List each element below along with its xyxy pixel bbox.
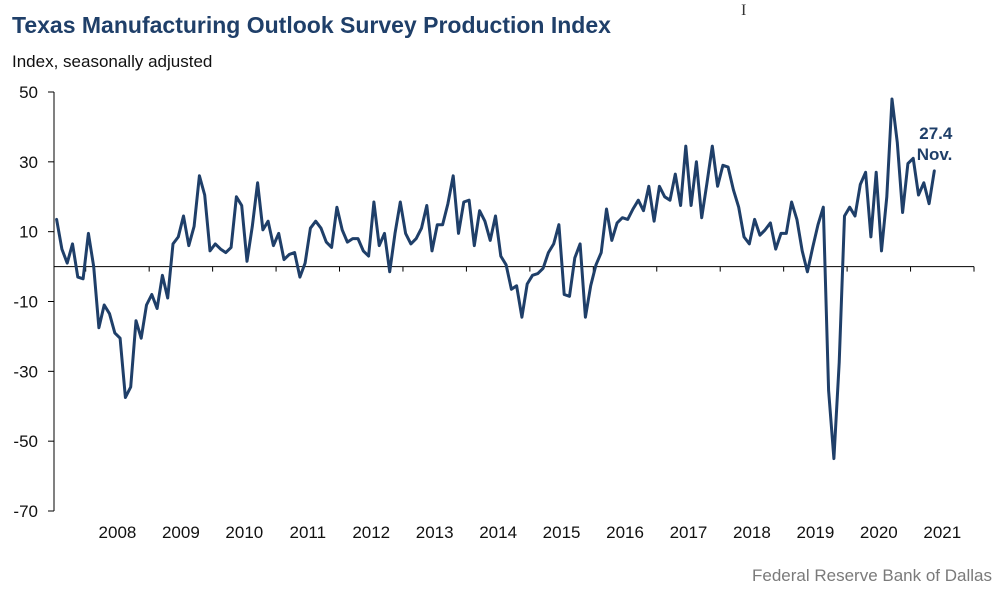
- x-tick-label: 2020: [860, 523, 898, 542]
- text-cursor-icon: I: [741, 2, 747, 19]
- y-axis: 50 30 10 -10 -30 -50 -70: [13, 83, 55, 521]
- x-tick-label: 2013: [416, 523, 454, 542]
- y-tick-label: -30: [13, 362, 38, 381]
- x-tick-label: 2014: [479, 523, 517, 542]
- y-tick-label: 50: [19, 83, 38, 102]
- x-tick-label: 2008: [99, 523, 137, 542]
- x-tick-label: 2019: [796, 523, 834, 542]
- x-tick-label: 2021: [923, 523, 961, 542]
- annotation-group: 27.4 Nov.: [917, 124, 953, 164]
- y-tick-label: 10: [19, 223, 38, 242]
- y-tick-label: 30: [19, 153, 38, 172]
- chart-title: Texas Manufacturing Outlook Survey Produ…: [12, 12, 611, 38]
- series-line-production-index: [55, 97, 936, 461]
- x-tick-label: 2011: [290, 523, 327, 542]
- x-tick-label: 2012: [352, 523, 390, 542]
- x-tick-label: 2009: [162, 523, 200, 542]
- y-tick-label: -50: [13, 432, 38, 451]
- latest-value-label: 27.4: [919, 124, 953, 143]
- x-tick-label: 2017: [670, 523, 708, 542]
- x-tick-label: 2010: [225, 523, 263, 542]
- y-tick-label: -70: [13, 502, 38, 521]
- latest-month-label: Nov.: [917, 145, 953, 164]
- x-tick-label: 2015: [543, 523, 581, 542]
- x-axis: 2008 2009 2010 2011 2012 2013 2014 2015 2016 2017…: [54, 266, 975, 542]
- series-group: [55, 97, 936, 461]
- y-tick-label: -10: [13, 293, 38, 312]
- y-axis-unit-label: Index, seasonally adjusted: [12, 52, 213, 71]
- source-credit: Federal Reserve Bank of Dallas: [751, 566, 992, 585]
- x-tick-label: 2016: [606, 523, 644, 542]
- x-tick-label: 2018: [733, 523, 771, 542]
